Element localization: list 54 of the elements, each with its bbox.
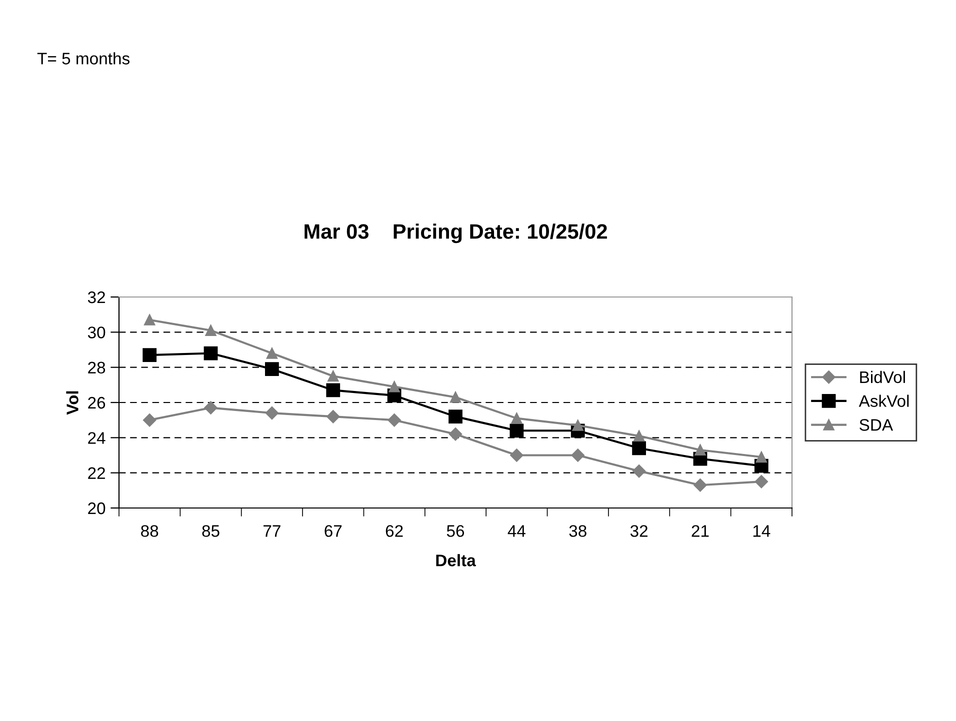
y-tick-label: 24 xyxy=(88,432,106,444)
point xyxy=(204,401,218,414)
point xyxy=(450,392,462,403)
y-tick-label: 22 xyxy=(88,467,105,479)
point xyxy=(142,348,157,362)
point xyxy=(448,428,462,441)
chart-title: Mar 03 Pricing Date: 10/25/02 xyxy=(304,224,607,244)
point xyxy=(143,413,156,427)
x-tick-label: 38 xyxy=(569,525,586,537)
x-tick-label: 14 xyxy=(753,525,770,537)
point xyxy=(694,444,706,456)
point xyxy=(388,381,400,392)
y-tick-label: 26 xyxy=(88,396,106,409)
point xyxy=(326,383,340,398)
point xyxy=(144,314,156,326)
point xyxy=(754,475,768,488)
y-axis-title: Vol xyxy=(66,391,78,415)
point xyxy=(448,410,462,424)
point xyxy=(265,362,279,376)
point xyxy=(632,441,646,456)
text: T= 5 months xyxy=(37,52,130,64)
x-tick-label: 67 xyxy=(324,525,342,537)
point xyxy=(388,413,401,427)
point xyxy=(510,448,524,462)
x-axis-title: Delta xyxy=(436,554,476,566)
x-tick-label: 77 xyxy=(264,525,280,537)
legend-label: BidVol xyxy=(860,370,905,384)
x-tick-label: 56 xyxy=(446,525,464,537)
point xyxy=(265,406,279,420)
point xyxy=(204,346,218,360)
point xyxy=(511,412,522,424)
legend-label: AskVol xyxy=(858,394,909,407)
point xyxy=(510,424,524,438)
legend-label: SDA xyxy=(860,419,894,431)
x-tick-label: 88 xyxy=(141,525,158,537)
y-tick-label: 32 xyxy=(88,291,105,304)
x-tick-label: 21 xyxy=(692,525,709,537)
x-tick-label: 32 xyxy=(630,525,648,537)
point xyxy=(571,448,584,462)
point xyxy=(632,464,646,478)
y-tick-label: 20 xyxy=(88,502,106,514)
x-tick-label: 85 xyxy=(202,525,220,537)
x-tick-label: 44 xyxy=(508,525,526,537)
point xyxy=(694,478,707,492)
point xyxy=(572,420,584,431)
x-tick-label: 62 xyxy=(386,525,403,537)
point xyxy=(328,370,339,382)
point xyxy=(633,430,645,442)
y-tick-label: 30 xyxy=(88,326,106,338)
point xyxy=(205,324,216,336)
y-tick-label: 28 xyxy=(88,362,106,374)
point xyxy=(266,348,278,359)
point xyxy=(756,451,767,463)
point xyxy=(326,410,340,424)
